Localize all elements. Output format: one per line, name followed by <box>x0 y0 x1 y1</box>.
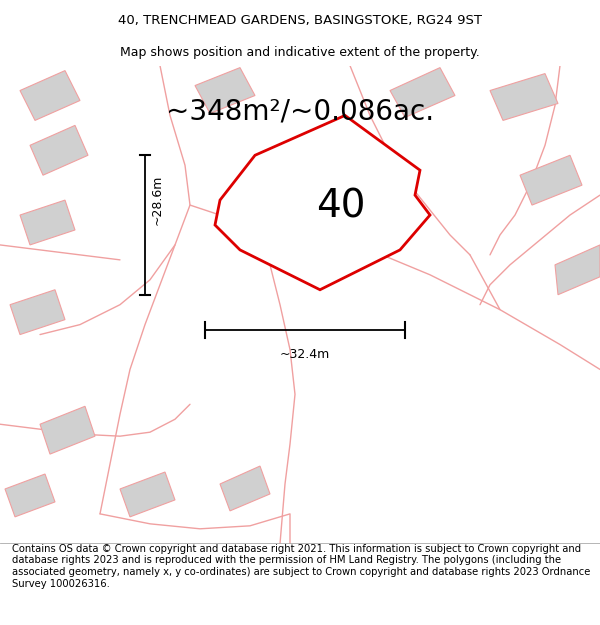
Text: ~28.6m: ~28.6m <box>151 174 163 225</box>
Text: 40, TRENCHMEAD GARDENS, BASINGSTOKE, RG24 9ST: 40, TRENCHMEAD GARDENS, BASINGSTOKE, RG2… <box>118 14 482 28</box>
Polygon shape <box>30 126 88 175</box>
Text: 40: 40 <box>316 188 366 226</box>
Polygon shape <box>20 71 80 121</box>
Text: ~348m²/~0.086ac.: ~348m²/~0.086ac. <box>166 98 434 126</box>
Polygon shape <box>120 472 175 517</box>
Polygon shape <box>195 68 255 114</box>
Polygon shape <box>520 155 582 205</box>
Polygon shape <box>10 290 65 334</box>
Polygon shape <box>40 406 95 454</box>
Text: ~32.4m: ~32.4m <box>280 348 330 361</box>
Polygon shape <box>215 116 430 290</box>
Text: Map shows position and indicative extent of the property.: Map shows position and indicative extent… <box>120 46 480 59</box>
Polygon shape <box>20 200 75 245</box>
Text: Contains OS data © Crown copyright and database right 2021. This information is : Contains OS data © Crown copyright and d… <box>12 544 590 589</box>
Polygon shape <box>5 474 55 517</box>
Polygon shape <box>555 245 600 295</box>
Polygon shape <box>490 74 558 121</box>
Polygon shape <box>220 466 270 511</box>
Polygon shape <box>390 68 455 118</box>
